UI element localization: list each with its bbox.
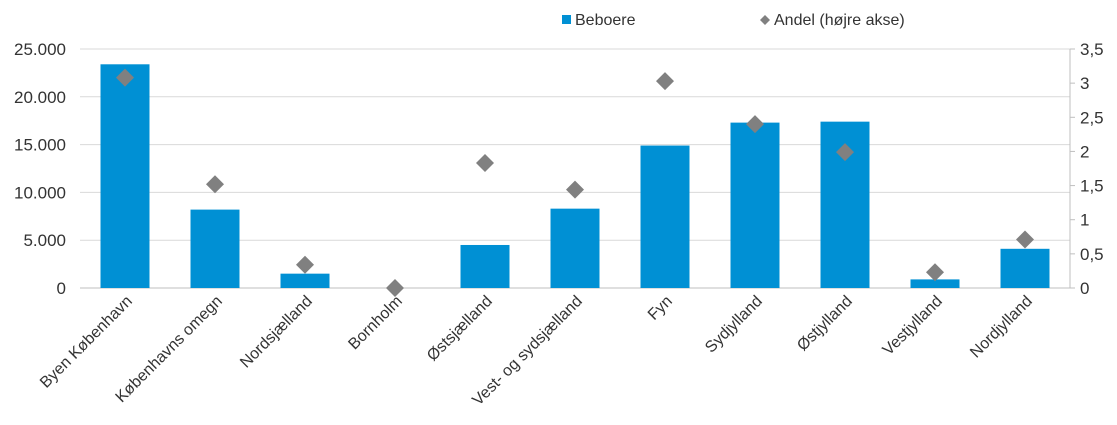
bar <box>460 244 510 288</box>
bar <box>280 273 330 288</box>
right-y-axis: 0 0,5 1 1,5 2 2,5 3 3,5 <box>1069 40 1104 298</box>
bar <box>190 209 240 288</box>
category-label: Sydjylland <box>702 293 766 357</box>
bar <box>550 208 600 288</box>
bar-series-beboere <box>100 64 1050 289</box>
diamond-marker <box>566 180 584 199</box>
right-tick-label: 0,5 <box>1080 245 1104 264</box>
left-tick-label: 20.000 <box>14 88 66 107</box>
category-label: Nordjylland <box>967 293 1036 362</box>
right-tick-label: 1 <box>1080 211 1089 230</box>
category-label: Vestjylland <box>880 293 946 359</box>
diamond-marker <box>206 175 224 194</box>
bar <box>910 279 960 288</box>
category-label: Østjylland <box>794 293 856 355</box>
right-tick-label: 1,5 <box>1080 177 1104 196</box>
diamond-marker <box>296 255 314 274</box>
diamond-marker <box>116 68 134 87</box>
legend-bar-swatch <box>562 15 571 24</box>
legend-label-andel: Andel (højre akse) <box>774 12 905 29</box>
left-tick-label: 5.000 <box>23 231 66 250</box>
right-tick-label: 3,5 <box>1080 40 1104 59</box>
left-tick-label: 10.000 <box>14 183 66 202</box>
diamond-marker <box>746 115 764 134</box>
category-label: Nordsjælland <box>237 293 316 372</box>
diamond-marker <box>926 263 944 282</box>
diamond-marker <box>656 72 674 91</box>
marker-series-andel <box>116 68 1034 297</box>
left-tick-label: 0 <box>57 279 66 298</box>
diamond-marker <box>1016 230 1034 249</box>
left-tick-label: 15.000 <box>14 136 66 155</box>
right-tick-label: 2,5 <box>1080 108 1104 127</box>
bar <box>730 122 780 288</box>
category-label: Østsjælland <box>424 293 496 365</box>
right-tick-label: 0 <box>1080 279 1089 298</box>
diamond-marker <box>476 154 494 173</box>
category-label: Byen København <box>37 293 136 392</box>
legend-diamond-swatch <box>760 15 770 25</box>
bar <box>640 145 690 288</box>
bar <box>100 64 150 289</box>
diamond-marker <box>836 143 854 162</box>
legend: Beboere Andel (højre akse) <box>562 12 905 29</box>
left-tick-label: 25.000 <box>14 40 66 59</box>
legend-label-beboere: Beboere <box>575 12 636 29</box>
category-label: Fyn <box>645 293 676 324</box>
diamond-marker <box>386 279 404 297</box>
left-y-axis: 0 5.000 10.000 15.000 20.000 25.000 <box>14 40 66 298</box>
right-tick-label: 2 <box>1080 142 1089 161</box>
right-tick-label: 3 <box>1080 74 1089 93</box>
category-label: Bornholm <box>345 293 405 353</box>
bar <box>1000 248 1050 288</box>
